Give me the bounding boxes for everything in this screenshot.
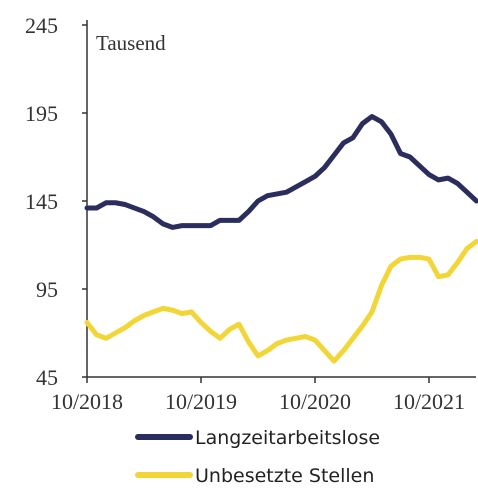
y-tick-label: 95: [36, 277, 58, 302]
y-tick-label: 145: [25, 189, 58, 214]
unit-note: Tausend: [96, 31, 166, 55]
x-tick-label: 10/2020: [279, 389, 351, 414]
series-line: [84, 114, 478, 230]
series-line: [84, 238, 478, 364]
y-tick-label: 45: [36, 365, 58, 390]
y-tick-label: 245: [25, 13, 58, 38]
legend-label: Langzeitarbeitslose: [195, 427, 380, 449]
y-tick-label: 195: [25, 101, 58, 126]
x-tick-label: 10/2019: [165, 389, 237, 414]
x-tick-label: 10/2018: [51, 389, 123, 414]
legend-label: Unbesetzte Stellen: [195, 465, 374, 487]
x-tick-label: 10/2021: [393, 389, 465, 414]
